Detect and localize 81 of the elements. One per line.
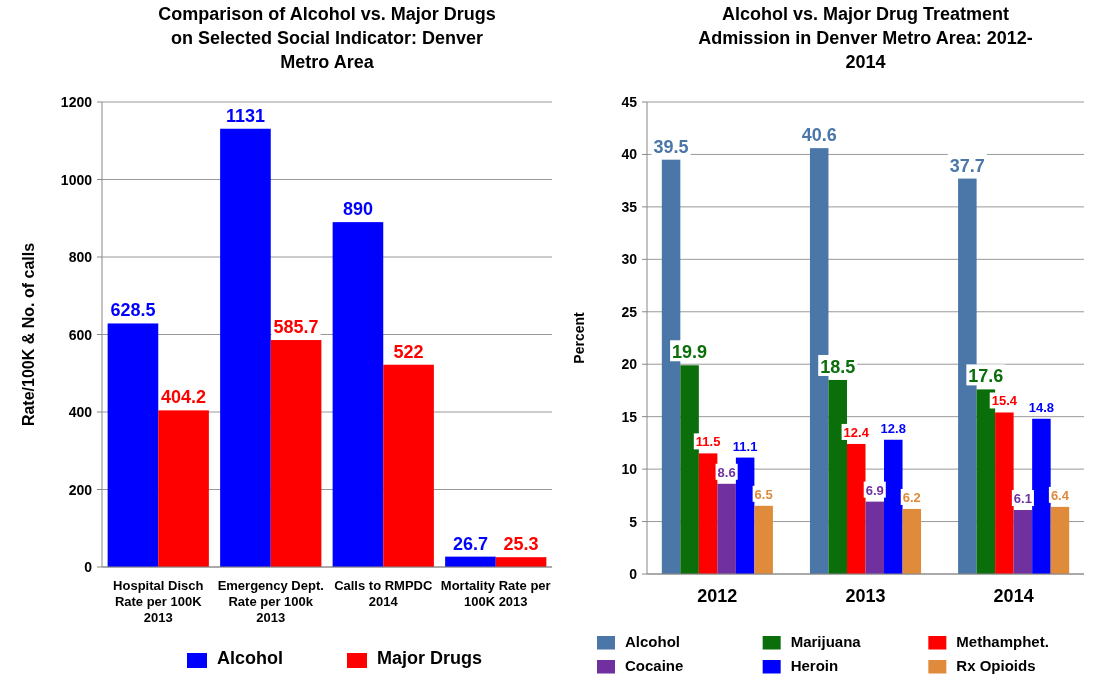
- bar: [383, 364, 434, 567]
- chart-title: Alcohol vs. Major Drug Treatment Admission in Denver Metro Area: 2012-2014: [698, 4, 1033, 72]
- data-label: 6.2: [902, 489, 921, 505]
- bar: [717, 483, 736, 574]
- data-label: 404.2: [161, 387, 207, 408]
- legend-label: Rx Opioids: [956, 657, 1036, 674]
- legend-label: Alcohol: [625, 633, 680, 650]
- x-tick-label: 2014: [993, 586, 1034, 606]
- x-tick-label: Hospital Disch Rate per 100K 2013: [113, 578, 204, 625]
- y-axis-title: Rate/100K & No. of calls: [20, 242, 37, 427]
- y-tick-label: 400: [68, 404, 93, 420]
- data-label: 37.7: [949, 155, 985, 176]
- y-tick-label: 20: [621, 356, 638, 373]
- data-label: 15.4: [991, 393, 1018, 409]
- y-tick-label: 5: [629, 513, 638, 530]
- y-tick-label: 0: [629, 566, 638, 582]
- bar: [1013, 510, 1033, 574]
- y-tick-label: 800: [68, 249, 93, 265]
- y-tick-label: 1200: [60, 94, 93, 110]
- data-label: 6.9: [865, 482, 884, 498]
- data-label: 6.5: [754, 486, 773, 502]
- y-axis-title: Percent: [571, 311, 587, 364]
- x-tick-label: Mortality Rate per 100K 2013: [440, 578, 551, 609]
- y-tick-label: 40: [621, 146, 638, 163]
- data-label: 26.7: [452, 533, 488, 554]
- y-tick-label: 35: [621, 198, 638, 215]
- data-label: 17.6: [968, 366, 1004, 387]
- data-label: 628.5: [110, 300, 156, 321]
- y-tick-label: 0: [84, 559, 93, 575]
- data-label: 6.1: [1013, 491, 1032, 507]
- bar: [1050, 506, 1070, 574]
- x-tick-label: Calls to RMPDC 2014: [334, 578, 433, 609]
- legend-label: Cocaine: [625, 657, 684, 674]
- x-tick-label: 2012: [697, 586, 738, 606]
- bar: [884, 439, 903, 574]
- legend-label: Marijuana: [790, 633, 862, 650]
- data-label: 25.3: [503, 534, 539, 555]
- legend-label: Major Drugs: [377, 648, 483, 668]
- bar: [698, 453, 718, 574]
- data-label: 18.5: [820, 356, 856, 377]
- data-label: 40.6: [801, 125, 837, 146]
- bar: [220, 128, 271, 567]
- y-tick-label: 30: [621, 251, 638, 268]
- bar: [995, 412, 1014, 574]
- bar: [495, 557, 547, 567]
- bar: [158, 410, 209, 567]
- bar: [1032, 418, 1051, 574]
- data-label: 11.1: [732, 438, 758, 454]
- data-label: 522: [393, 341, 424, 362]
- data-label: 890: [342, 199, 373, 220]
- data-label: 14.8: [1028, 399, 1055, 415]
- chart-title: Comparison of Alcohol vs. Major Drugs on Selected Social Indicator: Denver Metro Area: [158, 4, 496, 72]
- data-label: 585.7: [273, 317, 319, 338]
- legend-label: Methamphet.: [956, 633, 1049, 650]
- bar: [332, 222, 384, 567]
- x-tick-label: 2013: [845, 586, 886, 606]
- data-label: 12.8: [880, 420, 906, 436]
- bar: [270, 340, 322, 567]
- bar: [902, 508, 922, 574]
- data-label: 11.5: [695, 434, 721, 450]
- data-label: 12.4: [843, 424, 870, 440]
- legend-label: Heroin: [790, 657, 839, 674]
- y-tick-label: 600: [68, 326, 93, 343]
- bar: [107, 323, 159, 567]
- y-tick-label: 15: [621, 408, 638, 425]
- bar: [865, 501, 885, 574]
- data-label: 8.6: [717, 464, 736, 480]
- y-tick-label: 45: [621, 94, 638, 110]
- y-tick-label: 10: [621, 461, 638, 478]
- bar: [846, 443, 866, 574]
- bar: [735, 457, 755, 574]
- y-tick-label: 25: [621, 303, 638, 320]
- data-label: 39.5: [653, 136, 689, 157]
- data-label: 1131: [225, 105, 265, 126]
- data-label: 6.4: [1050, 487, 1070, 503]
- x-tick-label: Emergency Dept. Rate per 100k 2013: [217, 578, 324, 625]
- legend-label: Alcohol: [217, 648, 283, 668]
- bar: [754, 505, 773, 574]
- y-tick-label: 1000: [60, 171, 93, 188]
- data-label: 19.9: [672, 342, 708, 363]
- y-tick-label: 200: [68, 481, 93, 498]
